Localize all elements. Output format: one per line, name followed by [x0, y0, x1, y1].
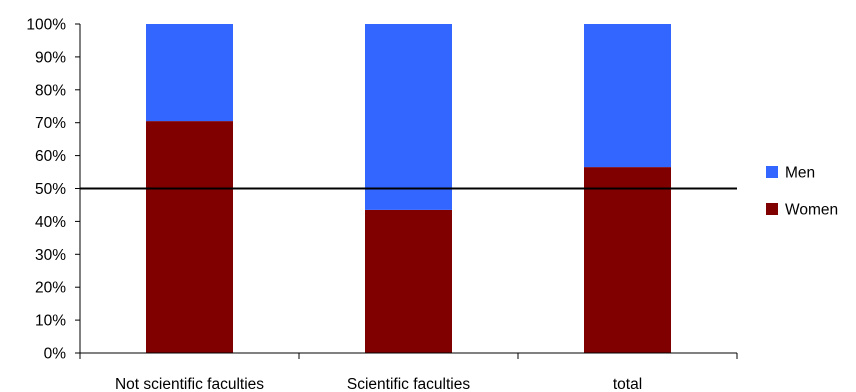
- legend-swatch-women: [766, 203, 778, 215]
- y-tick-label: 20%: [35, 280, 66, 297]
- y-tick-label: 90%: [35, 49, 66, 66]
- y-tick-label: 50%: [35, 181, 66, 198]
- legend-label-women: Women: [785, 202, 838, 219]
- x-category-label: Scientific faculties: [347, 376, 470, 392]
- y-tick-label: 10%: [35, 313, 66, 330]
- axes-group: 0% 10% 20% 30% 40% 50% 60% 70% 80% 90% 100% Not sci…: [26, 17, 738, 392]
- legend-label-men: Men: [785, 165, 815, 182]
- y-tick-label: 70%: [35, 115, 66, 132]
- bar-women-0: [146, 121, 233, 353]
- y-tick-label: 40%: [35, 214, 66, 231]
- bars-group: [146, 24, 671, 353]
- y-tick-label: 0%: [44, 346, 67, 363]
- x-category-label: total: [613, 376, 642, 392]
- bar-women-1: [365, 209, 452, 353]
- legend-swatch-men: [766, 166, 778, 178]
- legend: Men Women: [766, 165, 838, 219]
- y-tick-label: 60%: [35, 148, 66, 165]
- y-tick-label: 30%: [35, 247, 66, 264]
- bar-men-1: [365, 24, 452, 210]
- bar-women-2: [584, 167, 671, 353]
- y-tick-label: 100%: [26, 17, 66, 34]
- x-category-label: Not scientific faculties: [115, 376, 264, 392]
- bar-men-2: [584, 24, 671, 168]
- y-tick-label: 80%: [35, 82, 66, 99]
- bar-men-0: [146, 24, 233, 122]
